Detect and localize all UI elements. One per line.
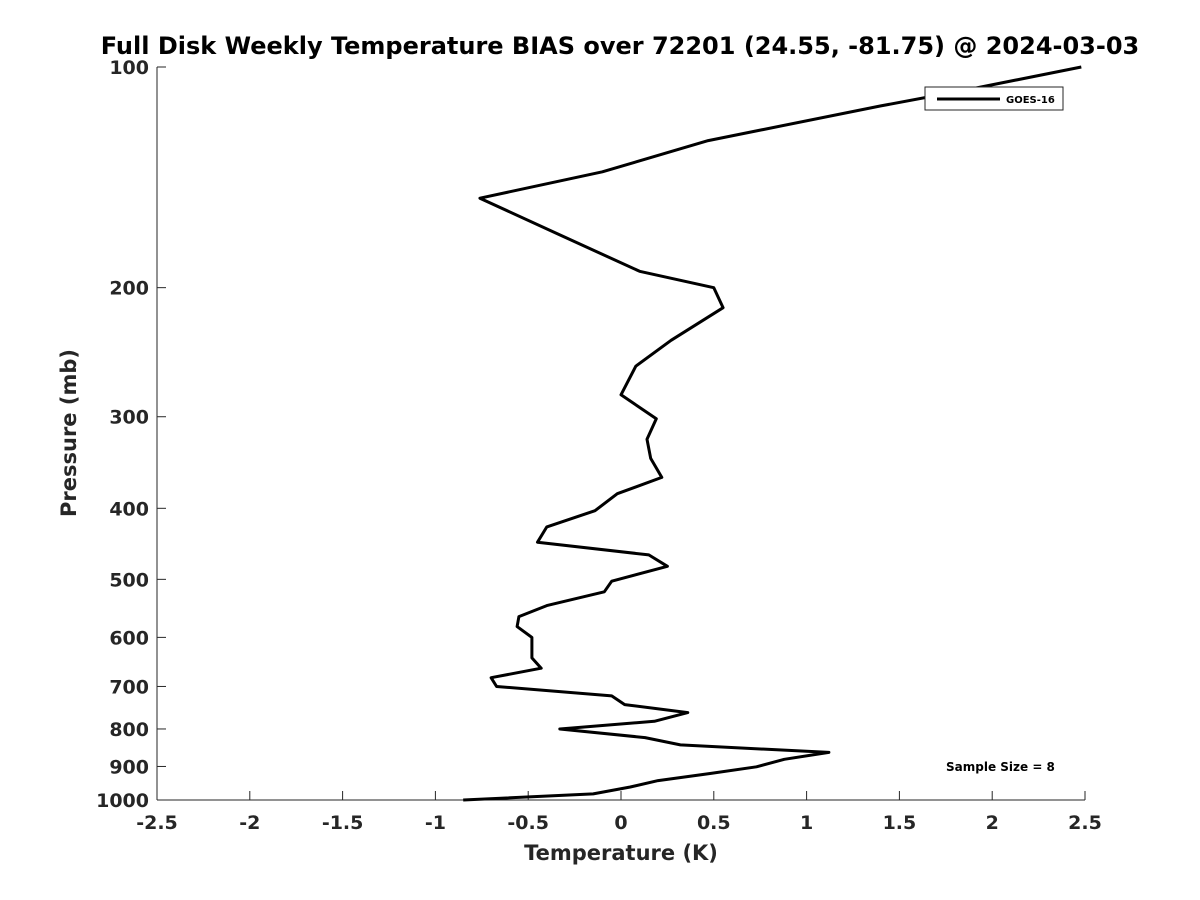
y-tick-label: 600 — [109, 627, 149, 649]
legend: GOES-16 — [924, 86, 1064, 111]
sample-size-annotation: Sample Size = 8 — [946, 760, 1055, 774]
y-tick-label: 1000 — [96, 790, 149, 812]
x-tick-label: -2 — [239, 812, 260, 834]
y-tick-label: 200 — [109, 278, 149, 300]
y-tick-label: 100 — [109, 57, 149, 79]
y-tick-label: 400 — [109, 498, 149, 520]
y-tick-label: 800 — [109, 719, 149, 741]
legend-label: GOES-16 — [1006, 95, 1055, 106]
x-tick-label: 0 — [614, 812, 627, 834]
x-tick-label: 0.5 — [697, 812, 731, 834]
y-tick-label: 300 — [109, 407, 149, 429]
x-tick-label: 1.5 — [883, 812, 917, 834]
chart-title: Full Disk Weekly Temperature BIAS over 7… — [101, 32, 1140, 60]
series-line-goes-16 — [463, 65, 1082, 802]
x-tick-label: 2.5 — [1068, 812, 1102, 834]
x-tick-label: 2 — [986, 812, 999, 834]
y-axis-ticks: 100 200 300 400 500 600 700 800 900 1000 — [96, 57, 166, 812]
x-tick-label: -1 — [425, 812, 446, 834]
x-tick-label: -2.5 — [136, 812, 178, 834]
x-axis-ticks: -2.5 -2 -1.5 -1 -0.5 0 0.5 1 1.5 2 2.5 — [136, 791, 1102, 834]
y-axis-label: Pressure (mb) — [57, 349, 81, 517]
x-tick-label: 1 — [800, 812, 813, 834]
y-tick-label: 900 — [109, 756, 149, 778]
x-tick-label: -1.5 — [322, 812, 364, 834]
x-axis-label: Temperature (K) — [524, 841, 718, 865]
y-tick-label: 500 — [109, 569, 149, 591]
y-tick-label: 700 — [109, 676, 149, 698]
x-tick-label: -0.5 — [507, 812, 549, 834]
